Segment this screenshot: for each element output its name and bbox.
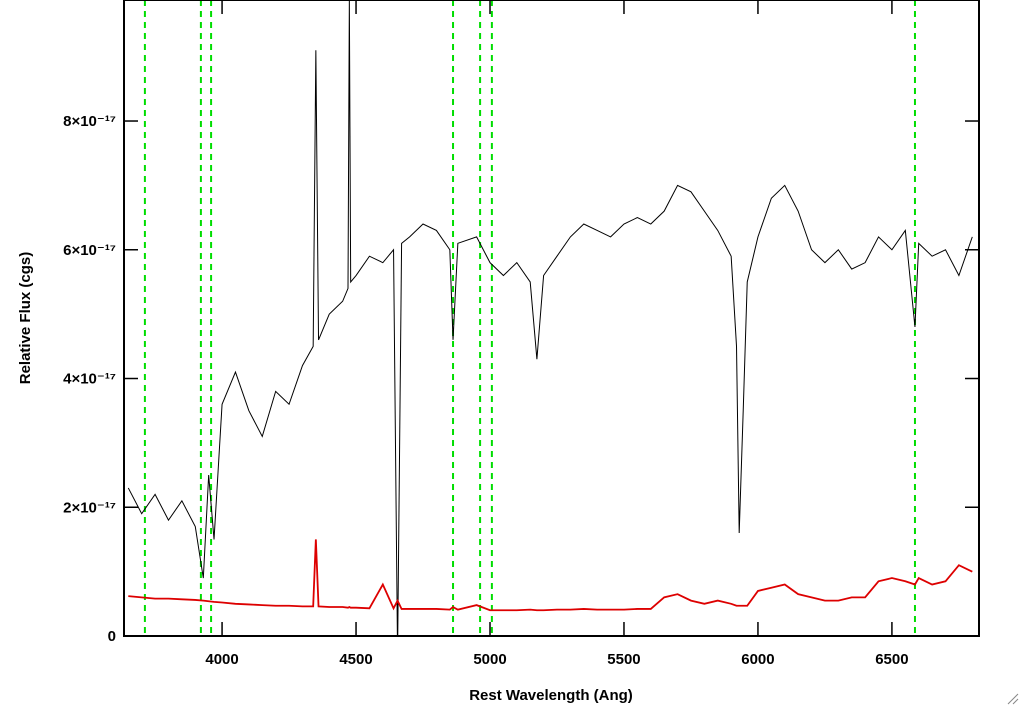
frame — [123, 0, 980, 637]
y-tick-label: 4×10⁻¹⁷ — [63, 371, 116, 388]
x-tick-label: 5500 — [607, 651, 640, 668]
x-tick-label: 6000 — [741, 651, 774, 668]
x-tick-label: 4000 — [205, 651, 238, 668]
x-tick-label: 5000 — [473, 651, 506, 668]
x-axis-label: Rest Wavelength (Ang) — [469, 687, 633, 704]
spectrum-line — [127, 0, 973, 636]
y-tick-label: 2×10⁻¹⁷ — [63, 499, 116, 516]
spectrum-line — [128, 539, 973, 612]
y-tick-label: 0 — [108, 628, 116, 645]
y-tick-label: 6×10⁻¹⁷ — [63, 242, 116, 259]
resize-grip — [1007, 693, 1019, 705]
x-tick-label: 6500 — [875, 651, 908, 668]
x-tick-label: 4500 — [339, 651, 372, 668]
y-axis-label: Relative Flux (cgs) — [17, 252, 34, 385]
y-tick-label: 8×10⁻¹⁷ — [63, 113, 116, 130]
plot-area — [127, 0, 973, 636]
